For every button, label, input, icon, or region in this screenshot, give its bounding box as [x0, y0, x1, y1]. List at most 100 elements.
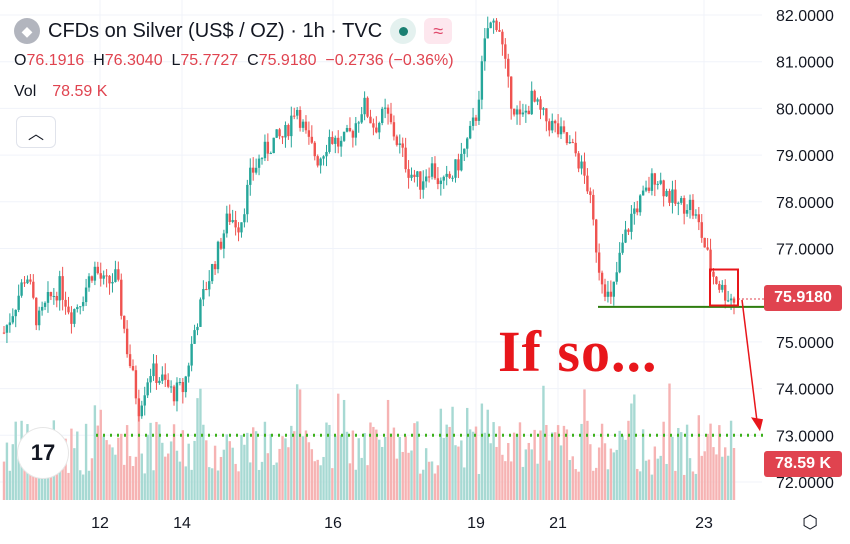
- candle-body: [263, 141, 267, 159]
- volume-bar: [155, 421, 158, 500]
- candle-body: [339, 140, 343, 147]
- candle-body: [234, 220, 237, 228]
- candle-body: [398, 143, 401, 145]
- volume-bar: [509, 461, 513, 500]
- candle-body: [468, 125, 472, 139]
- candle-body: [486, 28, 489, 39]
- candle-body: [586, 175, 589, 192]
- candle-body: [685, 210, 689, 214]
- candle-body: [363, 97, 366, 115]
- candle-body: [272, 137, 275, 154]
- wave-icon[interactable]: ≈: [424, 18, 453, 44]
- symbol-title[interactable]: CFDs on Silver (US$ / OZ) · 1h · TVC: [48, 19, 383, 42]
- candle-body: [146, 382, 149, 396]
- candle-body: [671, 189, 674, 203]
- candle-body: [155, 363, 158, 383]
- candle-body: [369, 116, 372, 124]
- volume-bar: [551, 432, 554, 500]
- candle-body: [166, 379, 170, 387]
- volume-bar: [49, 455, 53, 500]
- volume-bar: [17, 451, 20, 500]
- volume-bar: [64, 438, 67, 500]
- volume-bar: [653, 446, 657, 500]
- grid-lines: [0, 0, 762, 500]
- candle-body: [196, 326, 199, 331]
- candle-body: [501, 31, 504, 45]
- collapse-legend-button[interactable]: ︿: [16, 116, 56, 148]
- volume-bar: [595, 467, 598, 500]
- candle-body: [624, 229, 627, 243]
- candle-body: [40, 306, 44, 311]
- arrow-head: [751, 417, 763, 432]
- candle-body: [219, 241, 223, 249]
- candle-body: [322, 156, 325, 159]
- volume-bar: [627, 420, 630, 500]
- candle-body: [26, 279, 29, 284]
- volume-bar: [466, 407, 469, 500]
- candle-body: [471, 117, 475, 126]
- market-status-icon[interactable]: [390, 18, 417, 44]
- candle-body: [383, 107, 387, 109]
- candle-body: [410, 174, 413, 178]
- volume-bar: [395, 458, 399, 500]
- volume-bar: [483, 432, 487, 500]
- settings-icon[interactable]: ⬡: [802, 512, 818, 532]
- candle-body: [231, 220, 234, 222]
- candle-body: [111, 281, 114, 284]
- volume-bar: [363, 433, 366, 500]
- candle-body: [380, 108, 384, 123]
- volume-bar: [298, 389, 302, 500]
- volume-bar: [650, 474, 654, 500]
- volume-bar: [685, 424, 689, 500]
- volume-bar: [202, 424, 205, 500]
- volume-bar: [553, 432, 557, 500]
- y-tick-label: 80.0000: [776, 101, 834, 118]
- candle-body: [257, 158, 261, 168]
- candle-body: [674, 189, 677, 204]
- volume-bar: [518, 422, 522, 500]
- x-axis: 12 14 16 19 21 23: [91, 515, 713, 532]
- candle-body: [457, 159, 460, 171]
- candle-body: [419, 171, 422, 190]
- volume-bar: [380, 446, 384, 500]
- candle-body: [603, 284, 607, 297]
- candle-body: [700, 222, 703, 238]
- volume-bar: [427, 461, 431, 500]
- candle-body: [392, 122, 396, 137]
- candle-body: [354, 123, 358, 138]
- candle-body: [589, 191, 592, 195]
- volume-bar: [293, 431, 296, 500]
- annotation-text: If so...: [498, 319, 658, 384]
- candle-body: [688, 199, 692, 211]
- volume-bar: [61, 460, 64, 500]
- volume-bar: [621, 435, 624, 500]
- volume-bar: [181, 430, 185, 500]
- candle-body: [287, 125, 290, 137]
- candle-body: [301, 121, 305, 128]
- volume-bar: [527, 442, 530, 500]
- candle-body: [290, 115, 293, 137]
- candle-body: [422, 181, 425, 190]
- volume-bar: [193, 440, 196, 500]
- volume-bar: [313, 461, 316, 500]
- volume-bar: [398, 436, 401, 500]
- candle-body: [518, 109, 522, 115]
- candle-body: [697, 214, 701, 223]
- candle-body: [580, 161, 583, 169]
- candle-body: [76, 307, 79, 310]
- open-value: 76.1916: [26, 52, 85, 69]
- candle-body: [375, 127, 378, 133]
- volume-bar: [378, 439, 381, 500]
- tradingview-logo-icon[interactable]: 17: [18, 428, 68, 478]
- volume-bar: [600, 423, 604, 500]
- volume-bar: [322, 456, 325, 500]
- symbol-header[interactable]: ◆ CFDs on Silver (US$ / OZ) · 1h · TVC ≈: [14, 18, 453, 44]
- candle-body: [93, 266, 97, 281]
- ohlc-legend: O76.1916 H76.3040 L75.7727 C75.9180 −0.2…: [14, 52, 454, 70]
- candle-body: [568, 142, 572, 144]
- candle-body: [58, 276, 61, 301]
- volume-bar: [2, 461, 6, 500]
- candle-body: [293, 115, 296, 117]
- candle-body: [427, 176, 431, 178]
